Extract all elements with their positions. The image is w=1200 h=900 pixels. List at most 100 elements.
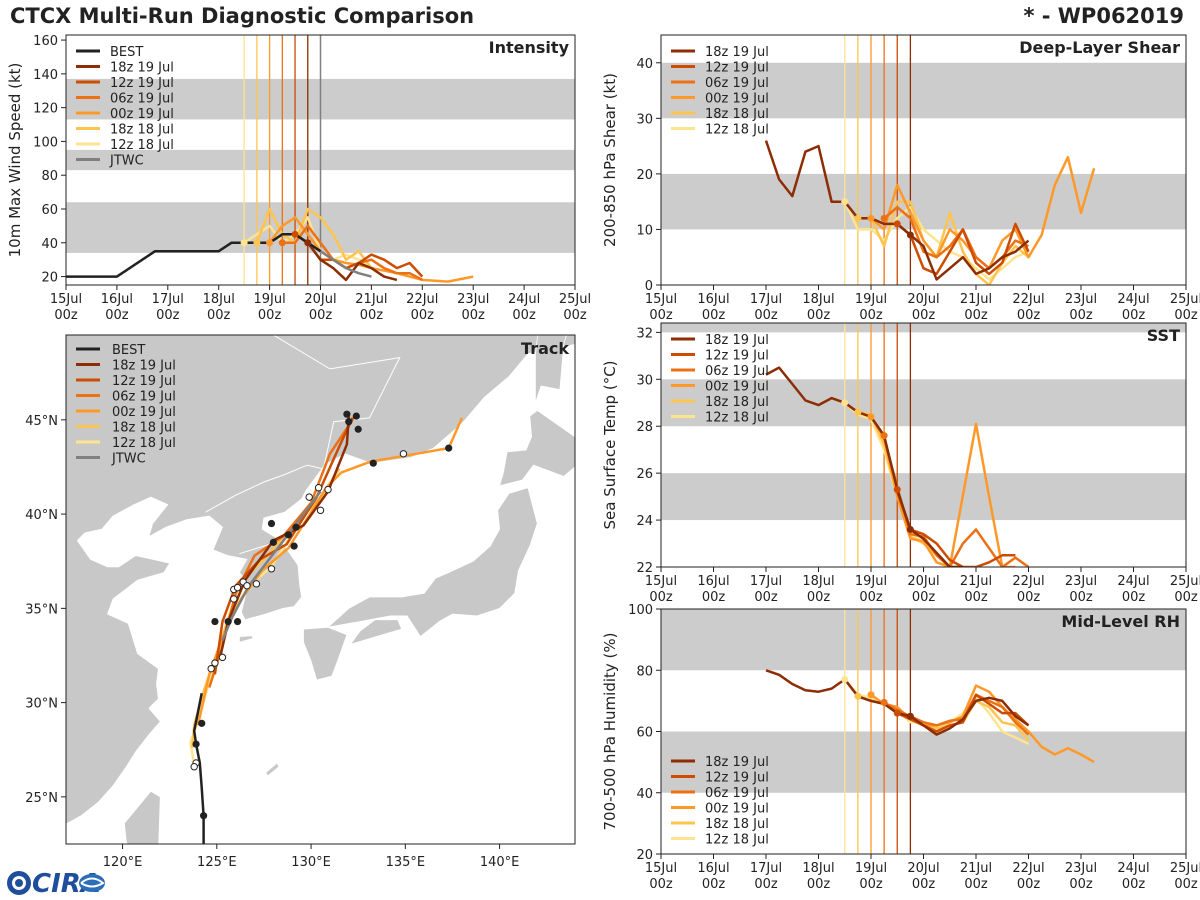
intensity-legend-label: 18z 18 Jul	[110, 123, 174, 138]
island-jeju	[238, 635, 254, 643]
rh-title: Mid-Level RH	[1061, 612, 1180, 631]
sst-xtick-sublabel: 00z	[1174, 590, 1198, 605]
sst-band	[661, 473, 1186, 521]
rh-init-marker	[880, 698, 888, 706]
sst-band	[661, 379, 1186, 427]
intensity-xtick-sublabel: 00z	[360, 308, 384, 323]
intensity-init-marker	[240, 239, 248, 247]
intensity-init-marker	[266, 239, 274, 247]
shear-init-marker	[867, 214, 875, 222]
storm-id: * - WP062019	[1023, 4, 1184, 28]
intensity-xtick-sublabel: 00z	[105, 308, 129, 323]
rh-xtick-sublabel: 00z	[1017, 877, 1041, 892]
shear-init-marker	[854, 214, 862, 222]
intensity-ytick-label: 80	[41, 169, 58, 184]
intensity-xtick-label: 20Jul	[304, 292, 336, 307]
track-point-open	[233, 583, 242, 592]
shear-legend-label: 18z 18 Jul	[705, 107, 769, 122]
track-point-filled	[445, 444, 453, 452]
sst-xtick-label: 23Jul	[1065, 574, 1097, 589]
rh-xtick-sublabel: 00z	[754, 877, 778, 892]
shear-series-line	[857, 200, 1030, 285]
sst-xtick-label: 22Jul	[1012, 574, 1044, 589]
track-point-open	[324, 485, 332, 494]
sst-xtick-sublabel: 00z	[912, 590, 936, 605]
sst-ylabel: Sea Surface Temp (°C)	[601, 360, 619, 529]
shear-xtick-sublabel: 00z	[964, 308, 988, 323]
sst-legend-label: 18z 19 Jul	[705, 333, 769, 348]
rh-xtick-sublabel: 00z	[649, 877, 673, 892]
rh-xtick-sublabel: 00z	[859, 877, 883, 892]
rh-init-marker	[893, 709, 901, 717]
intensity-ytick-label: 100	[33, 135, 58, 150]
rh-xtick-label: 20Jul	[907, 861, 939, 876]
rh-xtick-sublabel: 00z	[1122, 877, 1146, 892]
island-taiwan	[123, 790, 161, 844]
intensity-ytick-label: 40	[41, 237, 58, 252]
sst-init-marker	[867, 413, 875, 421]
rh-init-marker	[841, 675, 849, 683]
sst-title: SST	[1147, 326, 1180, 345]
shear-ytick-label: 30	[636, 112, 653, 127]
shear-xtick-sublabel: 00z	[649, 308, 673, 323]
intensity-legend-label: 06z 19 Jul	[110, 92, 174, 107]
sst-series-line	[765, 366, 912, 530]
cira-logo: CIRA	[7, 869, 105, 898]
sst-ytick-label: 24	[636, 514, 653, 529]
track-panel: 120°E 125°E 130°E 135°E 140°E 25°N 30°N 35°N 40°…	[25, 334, 576, 870]
track-point-open	[305, 493, 313, 501]
intensity-init-marker	[278, 239, 286, 247]
intensity-xtick-label: 25Jul	[559, 292, 591, 307]
intensity-xtick-sublabel: 00z	[207, 308, 231, 323]
mainland	[66, 335, 575, 825]
rh-ytick-label: 20	[636, 848, 653, 863]
sst-legend-label: 12z 19 Jul	[705, 349, 769, 364]
cira-logo-swirl	[79, 874, 105, 892]
sst-xtick-sublabel: 00z	[649, 590, 673, 605]
intensity-xtick-label: 22Jul	[406, 292, 438, 307]
rh-init-marker	[906, 712, 914, 720]
rh-xtick-sublabel: 00z	[1174, 877, 1198, 892]
sst-ytick-label: 28	[636, 420, 653, 435]
sst-series-line	[896, 491, 1016, 567]
track-xtick-label: 135°E	[386, 855, 426, 870]
sst-plot-area	[661, 323, 1186, 567]
rh-ylabel: 700-500 hPa Humidity (%)	[601, 632, 619, 830]
shear-init-marker	[906, 231, 914, 239]
intensity-ytick-label: 20	[41, 271, 58, 286]
rh-ytick-label: 40	[636, 787, 653, 802]
intensity-xtick-sublabel: 00z	[54, 308, 78, 323]
sst-xtick-sublabel: 00z	[807, 590, 831, 605]
intensity-xtick-label: 15Jul	[50, 292, 82, 307]
shear-xtick-label: 22Jul	[1012, 292, 1044, 307]
island-okinawa	[265, 762, 280, 777]
rh-xtick-sublabel: 00z	[912, 877, 936, 892]
track-legend-label: 18z 19 Jul	[112, 359, 176, 374]
sst-xtick-label: 21Jul	[960, 574, 992, 589]
rh-xtick-sublabel: 00z	[702, 877, 726, 892]
sst-xtick-sublabel: 00z	[964, 590, 988, 605]
sst-xtick-label: 16Jul	[697, 574, 729, 589]
track-point-open	[399, 450, 408, 458]
rh-legend-label: 00z 19 Jul	[705, 802, 769, 817]
rh-legend-label: 12z 18 Jul	[705, 833, 769, 848]
sst-xtick-sublabel: 00z	[754, 590, 778, 605]
track-legend-label: 06z 19 Jul	[112, 390, 176, 405]
rh-xtick-label: 24Jul	[1117, 861, 1149, 876]
intensity-ytick-label: 120	[33, 102, 58, 117]
intensity-xtick-sublabel: 00z	[512, 308, 536, 323]
shear-legend-label: 12z 18 Jul	[705, 123, 769, 138]
rh-legend-label: 18z 18 Jul	[705, 817, 769, 832]
track-map-area	[66, 335, 575, 844]
shear-band	[661, 173, 1186, 230]
rh-panel: 2040608010015Jul00z16Jul00z17Jul00z18Jul…	[601, 603, 1200, 892]
track-frame	[65, 334, 576, 845]
intensity-legend-label: 12z 19 Jul	[110, 76, 174, 91]
intensity-init-marker	[253, 239, 261, 247]
intensity-xtick-label: 24Jul	[508, 292, 540, 307]
track-point-filled	[290, 542, 298, 550]
intensity-plot-area	[66, 35, 575, 285]
